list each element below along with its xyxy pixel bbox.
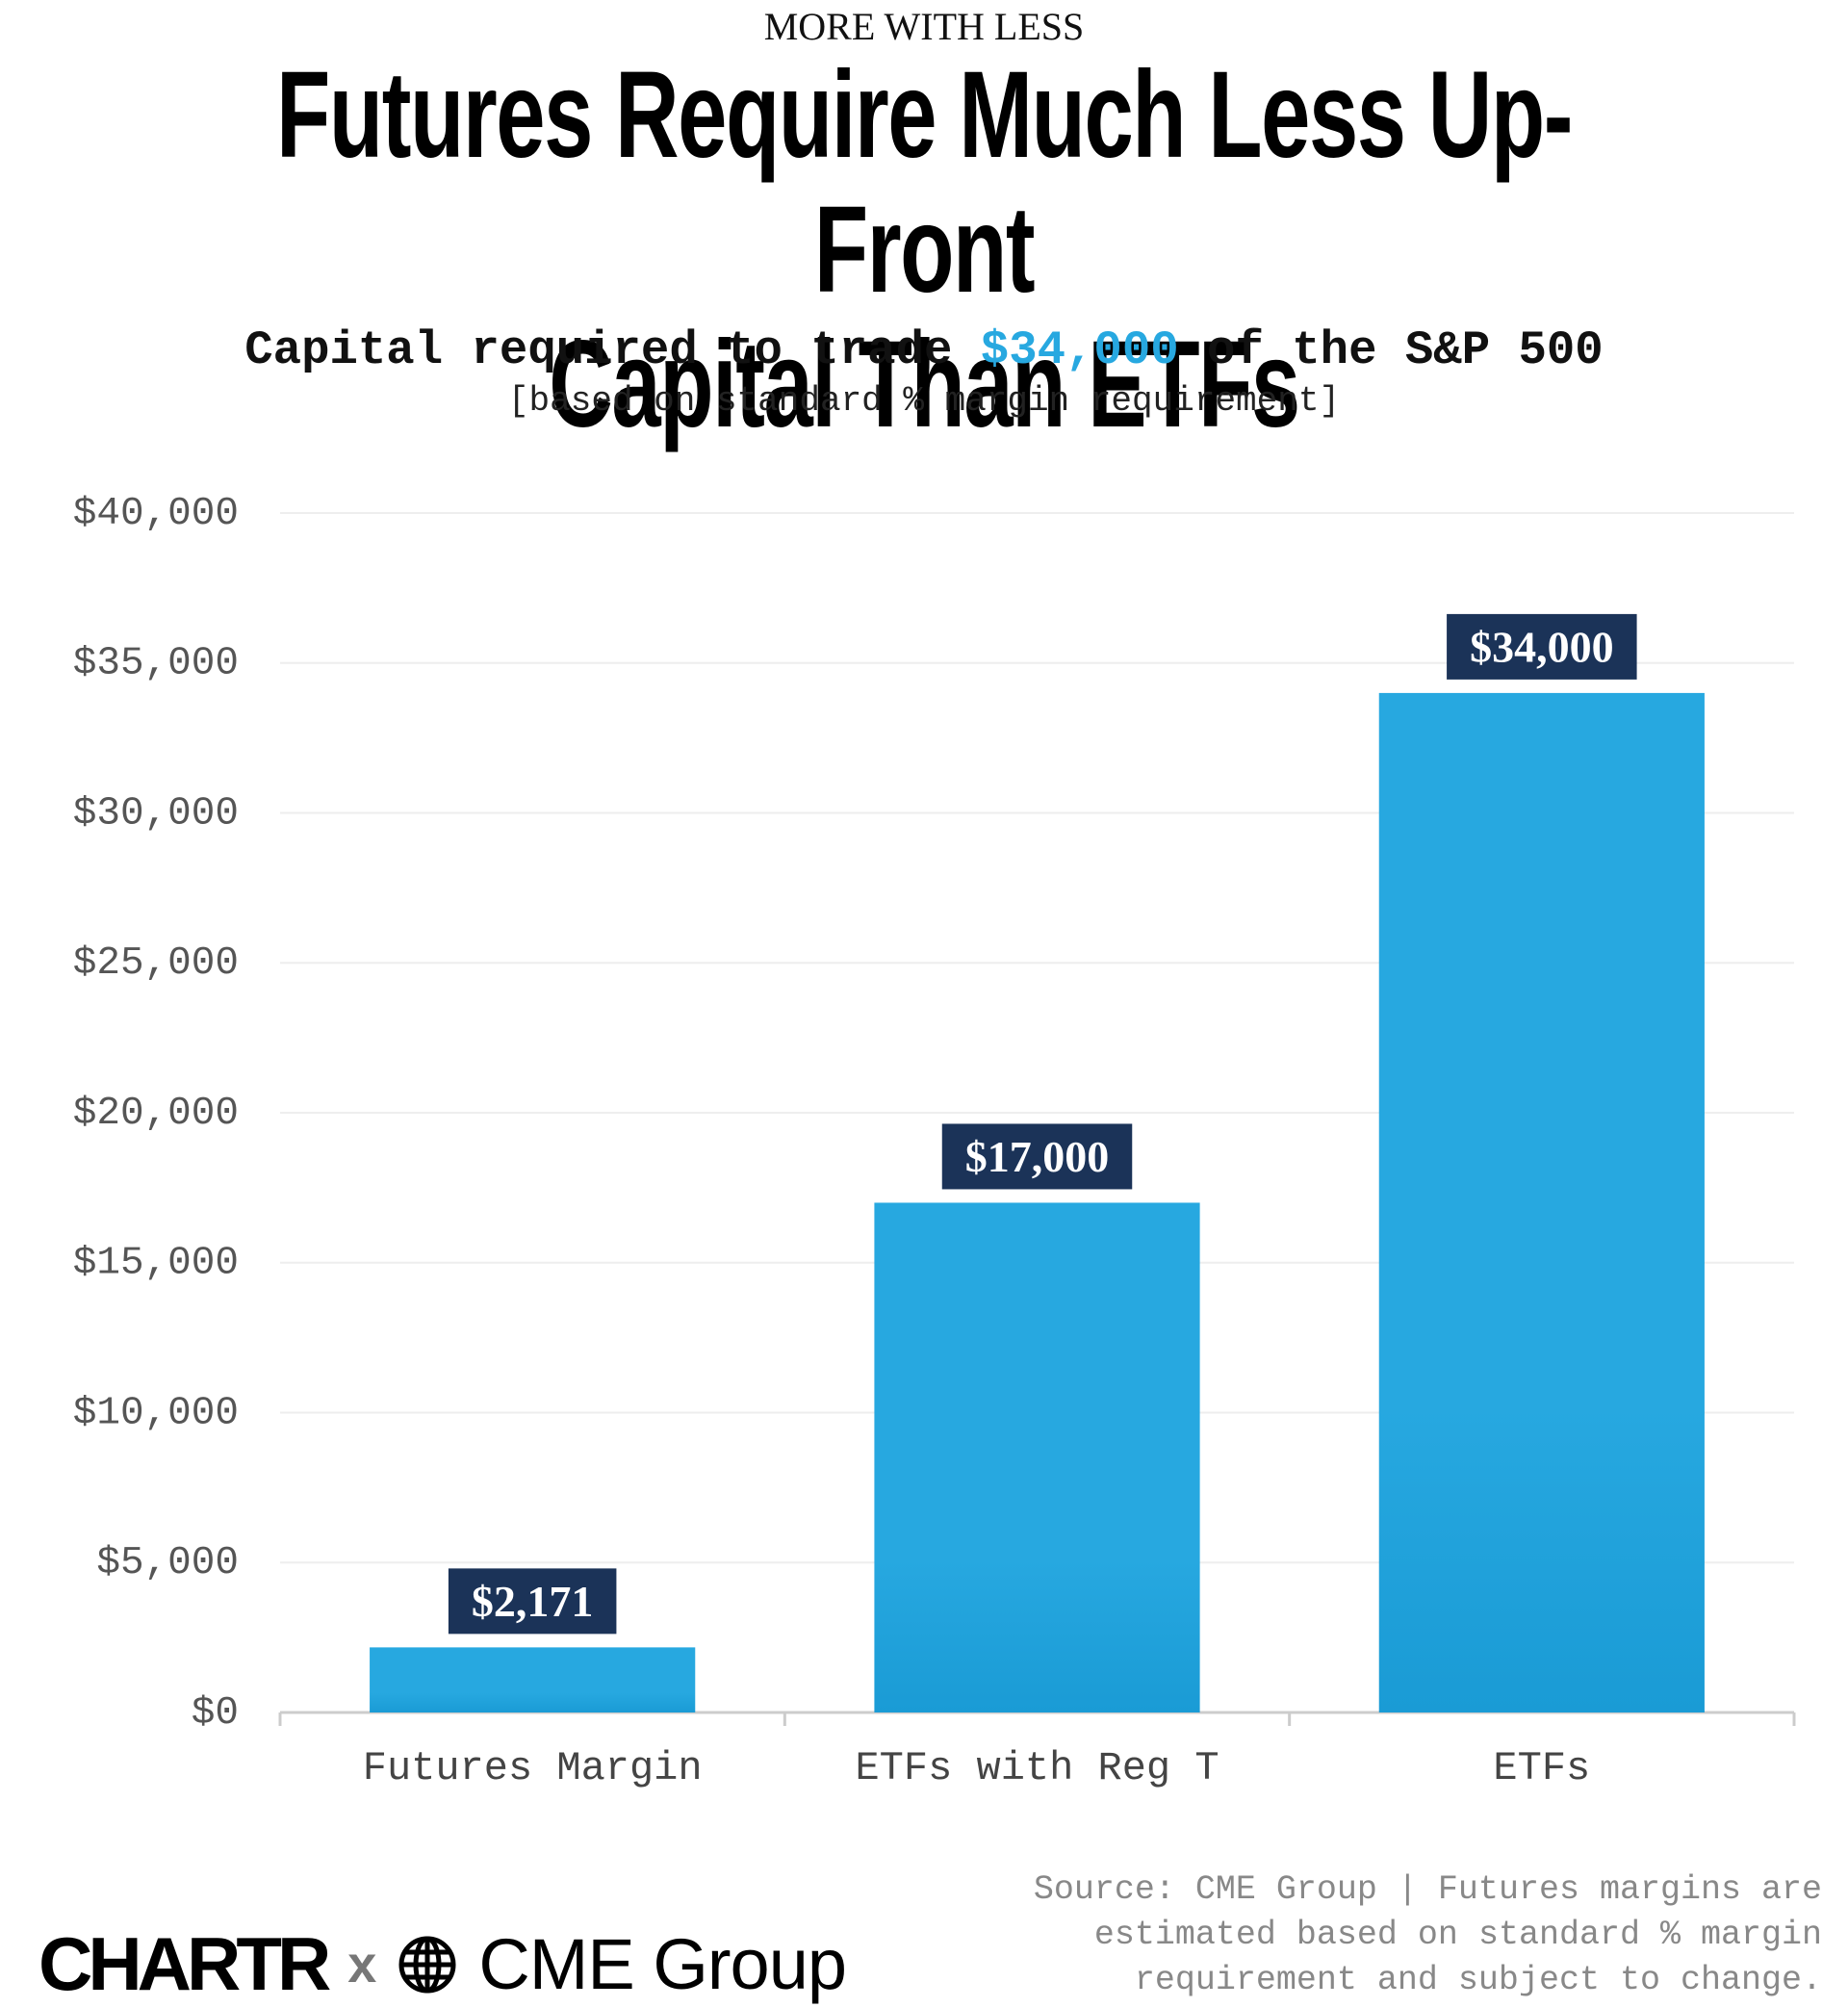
y-tick-label: $10,000 bbox=[73, 1391, 239, 1435]
logo: CME Group bbox=[478, 1924, 847, 2004]
value-label-box bbox=[1447, 613, 1637, 680]
note: [based on standard % margin requirement] bbox=[507, 381, 1341, 421]
logo-separator: x bbox=[347, 1935, 377, 1994]
y-tick-label: $40,000 bbox=[73, 492, 239, 536]
x-tick-label: Futures Margin bbox=[363, 1745, 703, 1791]
value-label: $2,171 bbox=[472, 1577, 594, 1626]
y-tick-label: $20,000 bbox=[73, 1092, 239, 1136]
value-label-box bbox=[448, 1568, 617, 1635]
subtitle-text: of the S&P 500 bbox=[1207, 323, 1604, 377]
bar bbox=[1378, 692, 1705, 1712]
y-tick-label: $0 bbox=[192, 1691, 239, 1736]
source: Source: CME Group | Futures margins are … bbox=[1033, 1870, 1822, 1999]
subtitle: Capital required to trade $34,000 of the… bbox=[0, 323, 1848, 377]
x-tick-label: ETFs bbox=[1493, 1745, 1590, 1791]
bar bbox=[370, 1647, 696, 1712]
subtitle-highlight: $34,000 bbox=[980, 323, 1179, 377]
logos: CHARTR x CME Group bbox=[38, 1920, 847, 2008]
value-label-box bbox=[941, 1123, 1133, 1190]
y-tick-label: $5,000 bbox=[96, 1541, 239, 1585]
x-tick-label: ETFs with Reg T bbox=[855, 1745, 1219, 1791]
value-label: $34,000 bbox=[1470, 622, 1614, 671]
y-tick-label: $15,000 bbox=[73, 1242, 239, 1286]
y-tick-label: $35,000 bbox=[73, 642, 239, 686]
y-tick-label: $25,000 bbox=[73, 941, 239, 986]
value-label: $17,000 bbox=[965, 1132, 1110, 1181]
logo: CHARTR bbox=[38, 1921, 331, 2006]
globe-icon bbox=[398, 1936, 456, 1993]
kicker: MORE WITH LESS bbox=[763, 5, 1085, 48]
y-tick-label: $30,000 bbox=[73, 791, 239, 836]
subtitle-text: Capital required to trade bbox=[244, 323, 953, 377]
chart-title: Futures Require Much Less Up-Front Capit… bbox=[276, 46, 1573, 453]
bar bbox=[874, 1202, 1200, 1712]
